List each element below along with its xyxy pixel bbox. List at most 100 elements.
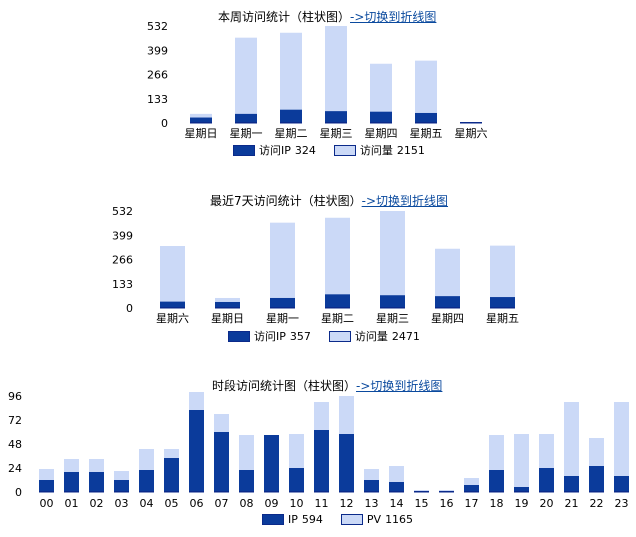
- ip-bar: [314, 430, 329, 492]
- bar-baseline: [235, 122, 257, 124]
- bar-baseline: [435, 307, 460, 309]
- x-tick-label: 14: [390, 497, 404, 510]
- bar-baseline: [325, 122, 347, 124]
- pv-bar: [325, 217, 350, 308]
- legend-swatch-pv: [328, 330, 351, 342]
- chart1-title-row: 本周访问统计（柱状图）->切换到折线图: [218, 8, 436, 25]
- bar-baseline: [514, 491, 529, 493]
- legend-label-pv: 访问量: [359, 144, 393, 157]
- legend-label-ip: 访问IP: [259, 144, 291, 157]
- y-tick-label: 133: [147, 93, 168, 106]
- ip-bar: [280, 109, 302, 123]
- chart2-title: 最近7天访问统计（柱状图）: [210, 194, 362, 208]
- bar-baseline: [239, 491, 254, 493]
- legend-swatch-ip: [233, 144, 255, 156]
- ip-bar: [139, 470, 154, 492]
- ip-bar: [389, 482, 404, 492]
- bar-baseline: [289, 491, 304, 493]
- bar-baseline: [389, 491, 404, 493]
- bar-baseline: [614, 491, 629, 493]
- y-tick-label: 532: [112, 205, 133, 218]
- pv-bar: [270, 222, 295, 308]
- x-tick-label: 11: [315, 497, 329, 510]
- x-tick-label: 03: [115, 497, 129, 510]
- legend-label-ip: IP: [288, 513, 298, 526]
- ip-bar: [39, 480, 54, 492]
- y-tick-label: 0: [15, 486, 22, 499]
- x-tick-label: 20: [540, 497, 554, 510]
- bar-baseline: [189, 491, 204, 493]
- bar-baseline: [339, 491, 354, 493]
- bar-baseline: [415, 122, 437, 124]
- pv-bar: [160, 246, 185, 308]
- pv-bar: [325, 26, 347, 123]
- y-tick-label: 532: [147, 20, 168, 33]
- chart3-title: 时段访问统计图（柱状图）: [212, 379, 357, 393]
- bar-baseline: [370, 122, 392, 124]
- x-tick-label: 星期一: [230, 127, 263, 140]
- bar-baseline: [490, 307, 515, 309]
- bar-baseline: [564, 491, 579, 493]
- x-tick-label: 09: [265, 497, 279, 510]
- ip-bar: [614, 476, 629, 492]
- bar-baseline: [215, 307, 240, 309]
- ip-bar: [564, 476, 579, 492]
- x-tick-label: 星期六: [455, 127, 488, 140]
- x-tick-label: 06: [190, 497, 204, 510]
- chart2-legend: 访问IP 357 访问量 2471: [228, 328, 420, 344]
- ip-bar: [190, 117, 212, 123]
- x-tick-label: 星期五: [410, 127, 443, 140]
- ip-bar: [380, 295, 405, 308]
- legend-label-pv: PV: [366, 513, 382, 526]
- ip-bar: [464, 485, 479, 492]
- x-tick-label: 23: [615, 497, 629, 510]
- legend-value-pv: 1165: [385, 513, 414, 526]
- legend-swatch-pv: [333, 144, 356, 156]
- x-tick-label: 星期四: [365, 127, 398, 140]
- ip-bar: [89, 472, 104, 492]
- chart1-switch-line-link[interactable]: ->切换到折线图: [350, 10, 437, 24]
- ip-bar: [539, 468, 554, 492]
- pv-bar: [514, 434, 529, 492]
- x-tick-label: 星期四: [431, 312, 464, 325]
- y-tick-label: 399: [147, 44, 168, 57]
- chart3-title-row: 时段访问统计图（柱状图）->切换到折线图: [212, 377, 442, 394]
- x-tick-label: 08: [240, 497, 254, 510]
- legend-value-pv: 2151: [396, 143, 425, 157]
- x-tick-label: 00: [40, 497, 54, 510]
- y-tick-label: 133: [112, 278, 133, 291]
- bar-baseline: [160, 307, 185, 309]
- bar-baseline: [280, 122, 302, 124]
- chart3-switch-line-link[interactable]: ->切换到折线图: [356, 379, 443, 393]
- pv-bar: [564, 402, 579, 492]
- x-tick-label: 13: [365, 497, 379, 510]
- ip-bar: [490, 297, 515, 308]
- legend-swatch-ip: [228, 330, 250, 342]
- bar-baseline: [439, 491, 454, 493]
- bar-baseline: [314, 491, 329, 493]
- bar-baseline: [114, 491, 129, 493]
- x-tick-label: 星期三: [320, 127, 353, 140]
- ip-bar: [435, 296, 460, 308]
- bar-baseline: [539, 491, 554, 493]
- bar-baseline: [380, 307, 405, 309]
- x-tick-label: 19: [515, 497, 529, 510]
- ip-bar: [325, 111, 347, 123]
- ip-bar: [64, 472, 79, 492]
- legend-value-ip: 324: [294, 143, 316, 157]
- y-tick-label: 48: [8, 438, 22, 451]
- bar-baseline: [414, 491, 429, 493]
- ip-bar: [364, 480, 379, 492]
- x-tick-label: 07: [215, 497, 229, 510]
- ip-bar: [264, 435, 279, 492]
- chart2-switch-line-link[interactable]: ->切换到折线图: [361, 194, 449, 208]
- ip-bar: [370, 111, 392, 123]
- ip-bar: [325, 294, 350, 308]
- legend-swatch-pv: [340, 514, 363, 525]
- y-tick-label: 266: [147, 69, 168, 82]
- legend-swatch-ip: [262, 514, 284, 525]
- ip-bar: [514, 487, 529, 492]
